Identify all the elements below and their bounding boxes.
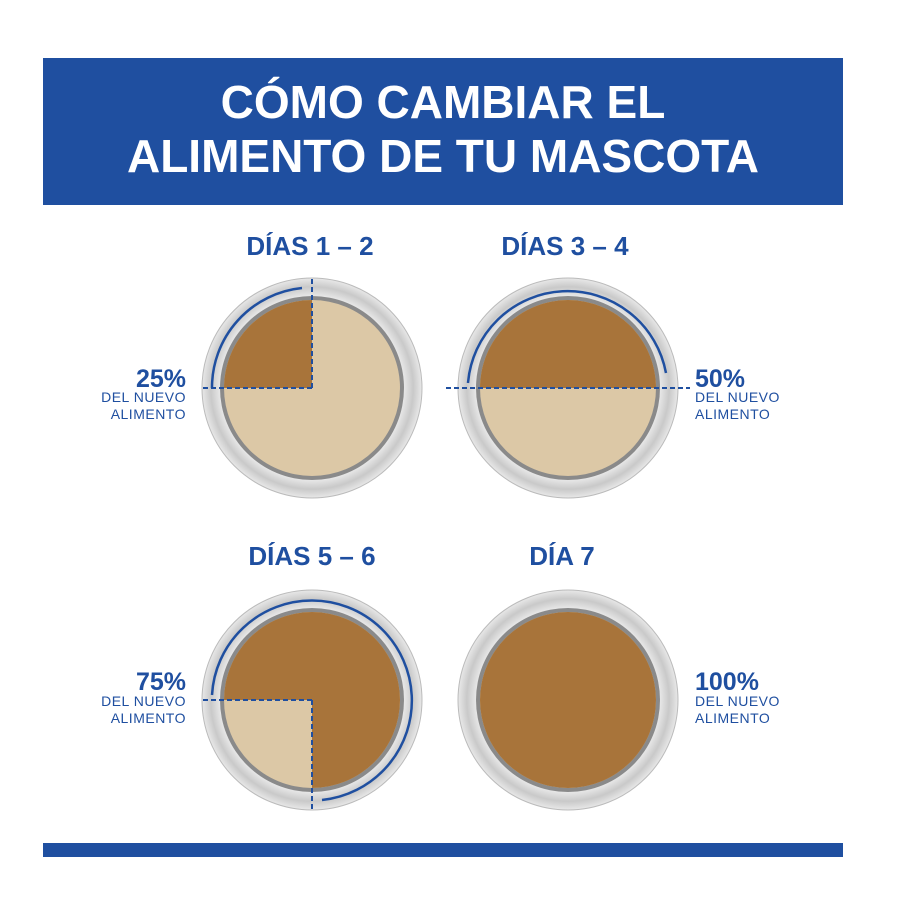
percent: 75%: [136, 668, 186, 696]
caption: ALIMENTO: [111, 406, 186, 422]
bowl: [446, 277, 690, 499]
bowl: [200, 589, 423, 812]
percent: 50%: [695, 365, 745, 393]
title-line: ALIMENTO DE TU MASCOTA: [127, 130, 759, 182]
days-label: DÍA 7: [529, 541, 595, 571]
bowl: [457, 589, 679, 811]
percent: 100%: [695, 668, 759, 696]
bowl: [200, 276, 423, 499]
title-line: CÓMO CAMBIAR EL: [221, 76, 666, 128]
caption: DEL NUEVO: [695, 389, 780, 405]
caption: ALIMENTO: [111, 710, 186, 726]
footer-bar: [43, 843, 843, 857]
days-label: DÍAS 3 – 4: [501, 231, 629, 261]
caption: ALIMENTO: [695, 710, 770, 726]
percent: 25%: [136, 365, 186, 393]
caption: ALIMENTO: [695, 406, 770, 422]
caption: DEL NUEVO: [101, 693, 186, 709]
header-banner: [43, 58, 843, 205]
caption: DEL NUEVO: [695, 693, 780, 709]
days-label: DÍAS 5 – 6: [248, 541, 375, 571]
caption: DEL NUEVO: [101, 389, 186, 405]
days-label: DÍAS 1 – 2: [246, 231, 373, 261]
